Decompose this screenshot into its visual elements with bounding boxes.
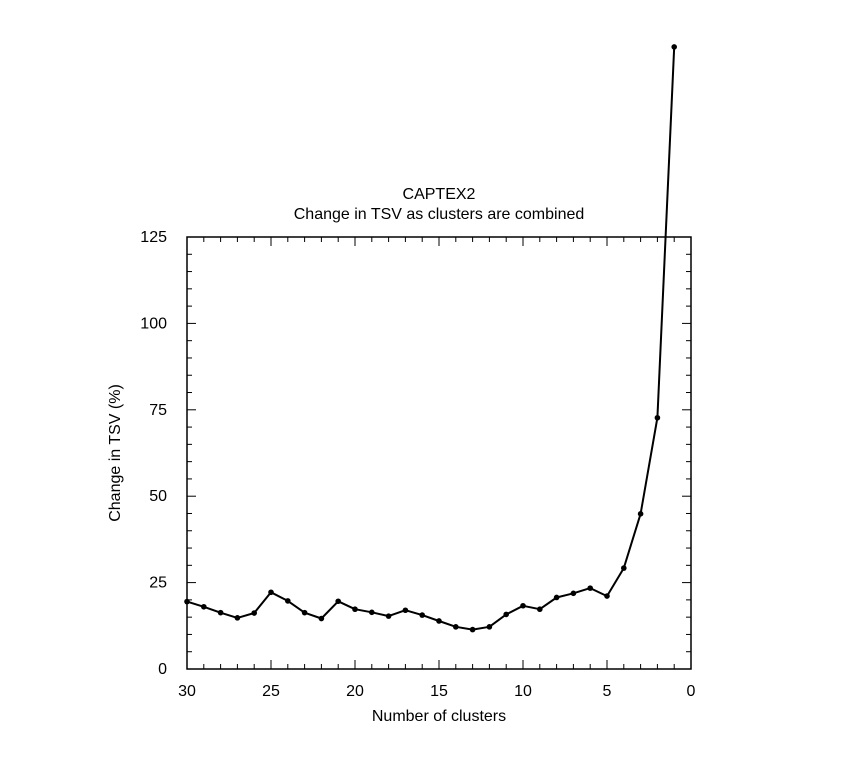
y-tick-label: 75 [149, 402, 167, 419]
data-point [537, 606, 543, 613]
data-point [402, 607, 409, 614]
data-point [453, 624, 459, 630]
y-tick-label: 50 [149, 488, 167, 505]
y-tick-label: 0 [158, 661, 167, 678]
data-point [520, 602, 526, 609]
data-point [201, 603, 207, 610]
x-tick-label: 10 [514, 683, 532, 700]
data-point [503, 611, 510, 618]
data-point [352, 606, 358, 613]
data-point [268, 589, 274, 596]
data-point [436, 618, 442, 624]
data-point [654, 414, 661, 421]
data-point [469, 626, 476, 633]
x-tick-label: 30 [178, 683, 196, 700]
data-point [369, 609, 375, 616]
y-tick-label: 100 [140, 315, 167, 332]
data-point [217, 609, 224, 616]
data-point [570, 590, 577, 597]
x-tick-label: 25 [262, 683, 280, 700]
data-point [285, 598, 291, 604]
x-tick-label: 0 [687, 683, 696, 700]
data-point [251, 610, 257, 616]
x-axis-label: Number of clusters [372, 708, 506, 725]
data-point [385, 613, 392, 619]
x-tick-label: 5 [603, 683, 612, 700]
data-point [587, 585, 593, 591]
data-point [335, 598, 342, 605]
data-point [604, 593, 610, 599]
data-point [553, 594, 560, 601]
chart-subtitle: Change in TSV as clusters are combined [294, 206, 585, 223]
data-point [184, 598, 190, 605]
data-point [419, 612, 426, 618]
data-point [318, 615, 325, 622]
data-point [486, 624, 493, 630]
y-tick-label: 125 [140, 229, 167, 246]
series-line [186, 46, 676, 631]
y-tick-label: 25 [149, 575, 167, 592]
x-tick-label: 15 [430, 683, 448, 700]
data-point [637, 511, 644, 517]
data-point [621, 565, 627, 571]
y-axis-label: Change in TSV (%) [107, 384, 124, 522]
data-point [301, 609, 308, 616]
data-point [671, 44, 677, 50]
x-tick-label: 20 [346, 683, 364, 700]
data-point [234, 615, 241, 621]
chart-title: CAPTEX2 [403, 186, 476, 203]
